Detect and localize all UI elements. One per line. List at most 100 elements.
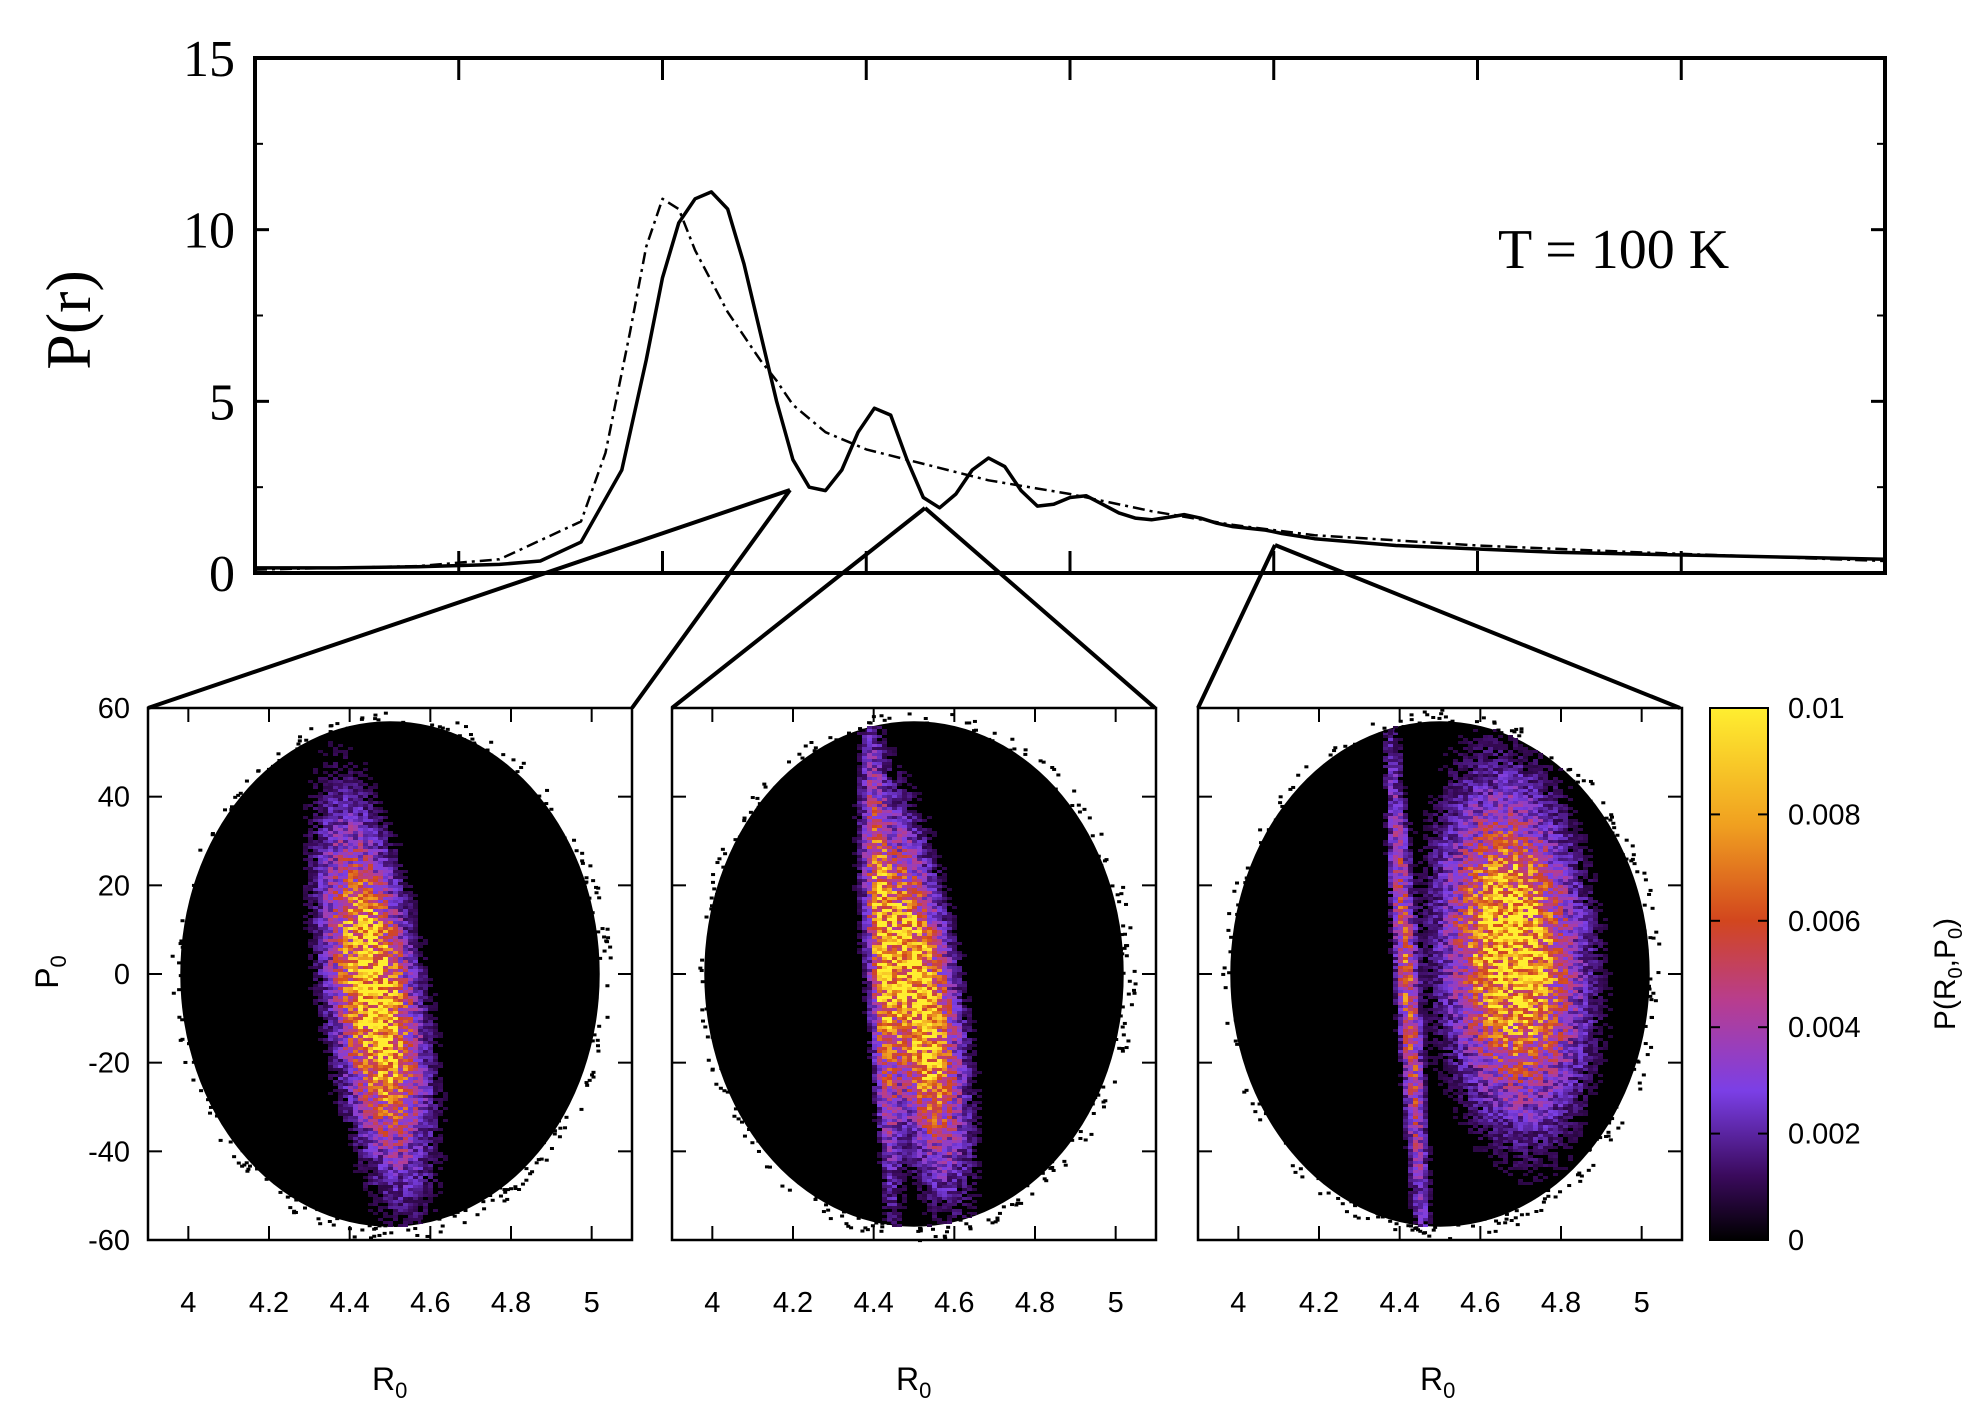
density-cell — [348, 1068, 353, 1071]
density-cell — [373, 1044, 378, 1047]
pr-y-axis-label: P(r) — [33, 270, 104, 370]
density-cell — [428, 999, 433, 1002]
density-cell — [313, 1002, 318, 1005]
density-cell — [348, 924, 353, 927]
density-cell — [393, 1002, 398, 1005]
density-cell — [892, 840, 897, 843]
density-cell — [887, 1194, 892, 1197]
density-cell — [867, 912, 872, 915]
density-cell — [388, 1086, 393, 1089]
density-cell — [857, 867, 862, 870]
density-cell — [912, 1122, 917, 1125]
density-cell — [892, 1002, 897, 1005]
density-cell — [902, 1200, 907, 1203]
density-cell — [403, 903, 408, 906]
density-cell — [363, 813, 368, 816]
density-cell — [907, 1080, 912, 1083]
density-cell — [912, 951, 917, 954]
density-cell — [428, 1101, 433, 1104]
density-cell — [363, 972, 368, 975]
density-cell — [887, 1161, 892, 1164]
density-cell — [318, 900, 323, 903]
density-cell — [917, 1008, 922, 1011]
density-cell — [867, 756, 872, 759]
density-cell — [378, 948, 383, 951]
density-cell — [872, 888, 877, 891]
density-cell — [917, 900, 922, 903]
density-cell — [912, 1011, 917, 1014]
density-cell — [912, 942, 917, 945]
density-cell — [902, 780, 907, 783]
density-cell — [892, 1005, 897, 1008]
density-cell — [877, 807, 882, 810]
density-cell — [358, 903, 363, 906]
density-cell — [418, 1173, 423, 1176]
density-cell — [418, 1095, 423, 1098]
density-cell — [343, 834, 348, 837]
density-cell — [368, 882, 373, 885]
density-cell — [887, 858, 892, 861]
density-cell — [308, 897, 313, 900]
density-cell — [328, 810, 333, 813]
density-cell — [403, 1008, 408, 1011]
density-cell — [323, 966, 328, 969]
density-cell — [862, 948, 867, 951]
density-cell — [887, 1128, 892, 1131]
density-cell — [922, 1035, 927, 1038]
density-cell — [882, 1134, 887, 1137]
density-cell — [922, 1086, 927, 1089]
density-cell — [333, 987, 338, 990]
density-cell — [907, 966, 912, 969]
edge-speck — [470, 737, 475, 741]
density-cell — [398, 1125, 403, 1128]
density-cell — [408, 924, 413, 927]
density-cell — [413, 1017, 418, 1020]
density-cell — [907, 852, 912, 855]
density-cell — [403, 972, 408, 975]
density-cell — [383, 1167, 388, 1170]
density-cell — [872, 867, 877, 870]
density-cell — [383, 1017, 388, 1020]
density-cell — [872, 1098, 877, 1101]
density-cell — [917, 1053, 922, 1056]
density-cell — [328, 819, 333, 822]
density-cell — [383, 903, 388, 906]
density-cell — [897, 1032, 902, 1035]
density-cell — [408, 1143, 413, 1146]
density-cell — [398, 960, 403, 963]
edge-speck — [294, 1198, 299, 1202]
density-cell — [857, 948, 862, 951]
density-cell — [338, 1104, 343, 1107]
edge-speck — [605, 1015, 610, 1019]
density-cell — [358, 918, 363, 921]
density-cell — [877, 837, 882, 840]
density-cell — [887, 762, 892, 765]
density-cell — [887, 864, 892, 867]
density-cell — [323, 798, 328, 801]
density-cell — [867, 924, 872, 927]
density-cell — [398, 1089, 403, 1092]
density-cell — [323, 999, 328, 1002]
density-cell — [333, 1005, 338, 1008]
density-cell — [383, 1035, 388, 1038]
density-cell — [318, 828, 323, 831]
density-cell — [857, 732, 862, 735]
density-cell — [892, 795, 897, 798]
edge-speck — [360, 1228, 365, 1232]
density-cell — [398, 957, 403, 960]
density-cell — [872, 774, 877, 777]
density-cell — [313, 933, 318, 936]
density-cell — [408, 1020, 413, 1023]
density-cell — [902, 1008, 907, 1011]
density-cell — [423, 1044, 428, 1047]
density-cell — [862, 810, 867, 813]
density-cell — [912, 984, 917, 987]
density-cell — [328, 840, 333, 843]
density-cell — [867, 975, 872, 978]
density-cell — [368, 1056, 373, 1059]
density-cell — [383, 921, 388, 924]
density-cell — [368, 1080, 373, 1083]
density-cell — [333, 786, 338, 789]
density-cell — [902, 903, 907, 906]
